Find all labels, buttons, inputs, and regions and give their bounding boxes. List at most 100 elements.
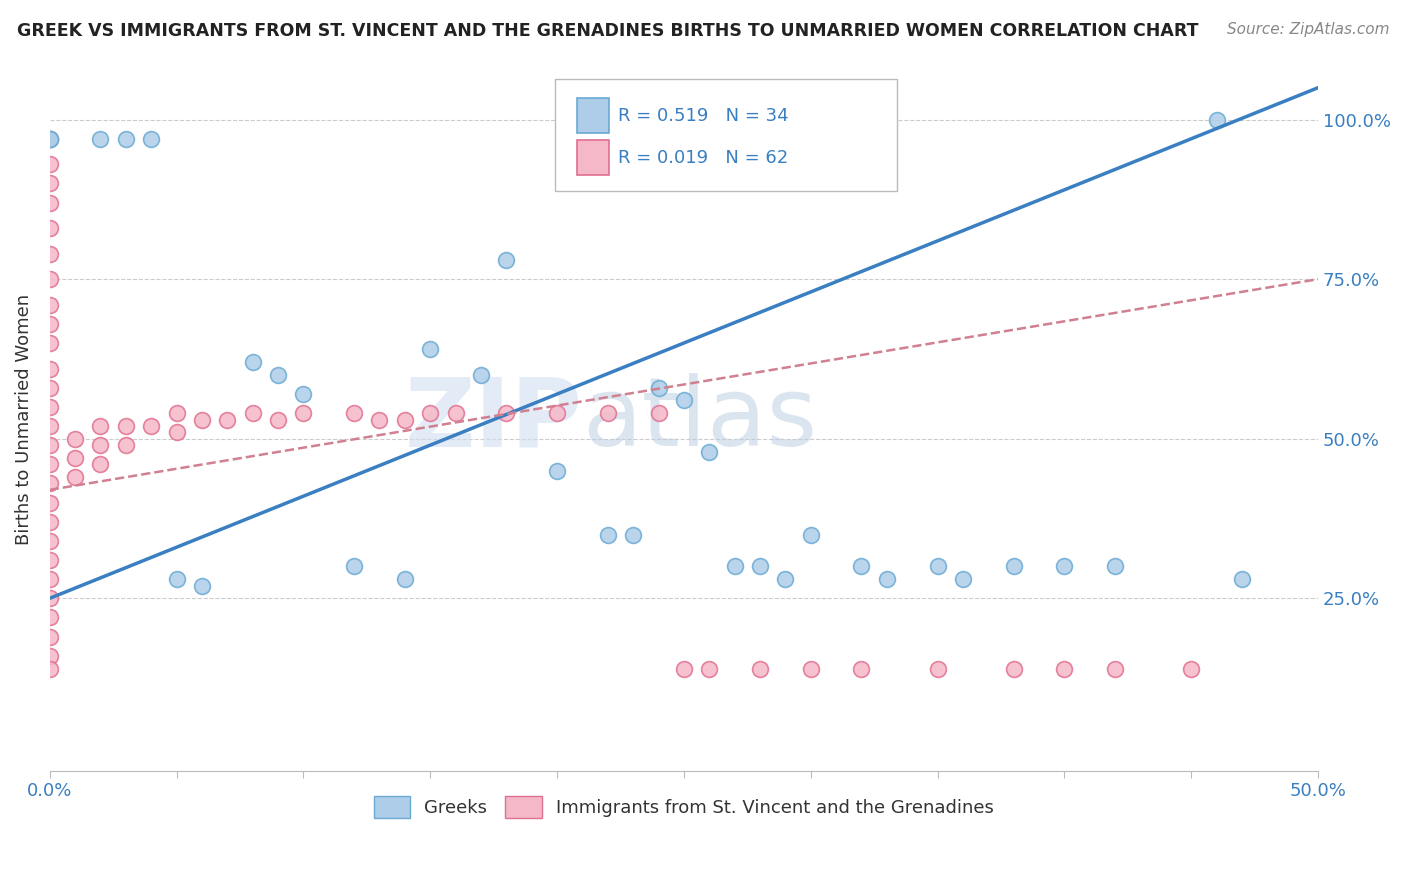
Point (343, 559, 366, 574)
Point (1104, 662, 1126, 676)
FancyBboxPatch shape (554, 79, 897, 192)
Point (38, 553, 60, 567)
Point (89, 419, 111, 434)
Point (495, 253, 517, 268)
Point (38, 177, 60, 191)
Point (621, 527, 644, 541)
Point (267, 368, 290, 382)
Point (38, 298, 60, 312)
Point (1104, 559, 1126, 574)
Text: R = 0.519   N = 34: R = 0.519 N = 34 (619, 106, 789, 125)
Point (1205, 112, 1227, 127)
Point (596, 406, 619, 420)
Point (546, 406, 568, 420)
Point (38, 400, 60, 414)
Text: Source: ZipAtlas.com: Source: ZipAtlas.com (1226, 22, 1389, 37)
Point (166, 425, 188, 440)
Y-axis label: Births to Unmarried Women: Births to Unmarried Women (15, 294, 32, 545)
Point (191, 578, 214, 592)
Point (1053, 662, 1076, 676)
Point (114, 132, 136, 146)
Point (800, 527, 823, 541)
Point (38, 132, 60, 146)
FancyBboxPatch shape (578, 98, 609, 133)
Point (292, 406, 315, 420)
Point (1002, 559, 1025, 574)
Point (749, 662, 772, 676)
Point (394, 572, 416, 586)
Point (38, 246, 60, 260)
Point (1053, 559, 1076, 574)
Point (38, 495, 60, 509)
Point (672, 662, 695, 676)
Point (38, 195, 60, 210)
Point (38, 132, 60, 146)
Point (672, 393, 695, 408)
Legend: Greeks, Immigrants from St. Vincent and the Grenadines: Greeks, Immigrants from St. Vincent and … (367, 789, 1001, 825)
Point (444, 406, 467, 420)
Point (242, 355, 264, 369)
Point (38, 572, 60, 586)
Point (775, 572, 797, 586)
Point (38, 336, 60, 351)
Point (38, 662, 60, 676)
Point (800, 662, 823, 676)
Point (38, 157, 60, 171)
Point (89, 458, 111, 472)
Point (38, 515, 60, 529)
Point (38, 419, 60, 434)
Point (368, 412, 391, 426)
Point (63, 450, 86, 465)
Point (38, 610, 60, 624)
Point (38, 132, 60, 146)
Point (419, 343, 441, 357)
Point (343, 406, 366, 420)
Text: ZIP: ZIP (405, 373, 582, 467)
Point (952, 572, 974, 586)
Point (38, 476, 60, 491)
Point (166, 572, 188, 586)
FancyBboxPatch shape (578, 140, 609, 175)
Text: GREEK VS IMMIGRANTS FROM ST. VINCENT AND THE GRENADINES BIRTHS TO UNMARRIED WOME: GREEK VS IMMIGRANTS FROM ST. VINCENT AND… (17, 22, 1198, 40)
Point (495, 406, 517, 420)
Point (114, 438, 136, 452)
Point (697, 444, 720, 458)
Point (596, 527, 619, 541)
Point (89, 438, 111, 452)
Point (38, 221, 60, 235)
Point (63, 432, 86, 446)
Point (647, 381, 669, 395)
Point (38, 361, 60, 376)
Point (38, 317, 60, 331)
Point (38, 438, 60, 452)
Point (724, 559, 747, 574)
Point (38, 630, 60, 644)
Point (927, 662, 949, 676)
Point (697, 662, 720, 676)
Point (217, 412, 239, 426)
Point (89, 132, 111, 146)
Point (267, 412, 290, 426)
Point (38, 648, 60, 663)
Point (394, 412, 416, 426)
Point (166, 406, 188, 420)
Point (419, 406, 441, 420)
Point (647, 406, 669, 420)
Point (63, 470, 86, 484)
Point (749, 559, 772, 574)
Text: R = 0.019   N = 62: R = 0.019 N = 62 (619, 149, 789, 167)
Point (38, 533, 60, 548)
Point (139, 132, 162, 146)
Point (546, 464, 568, 478)
Point (38, 591, 60, 606)
Point (139, 419, 162, 434)
Text: atlas: atlas (582, 373, 817, 467)
Point (1230, 572, 1253, 586)
Point (38, 272, 60, 286)
Point (114, 419, 136, 434)
Point (1180, 662, 1202, 676)
Point (851, 559, 873, 574)
Point (851, 662, 873, 676)
Point (191, 412, 214, 426)
Point (1002, 662, 1025, 676)
